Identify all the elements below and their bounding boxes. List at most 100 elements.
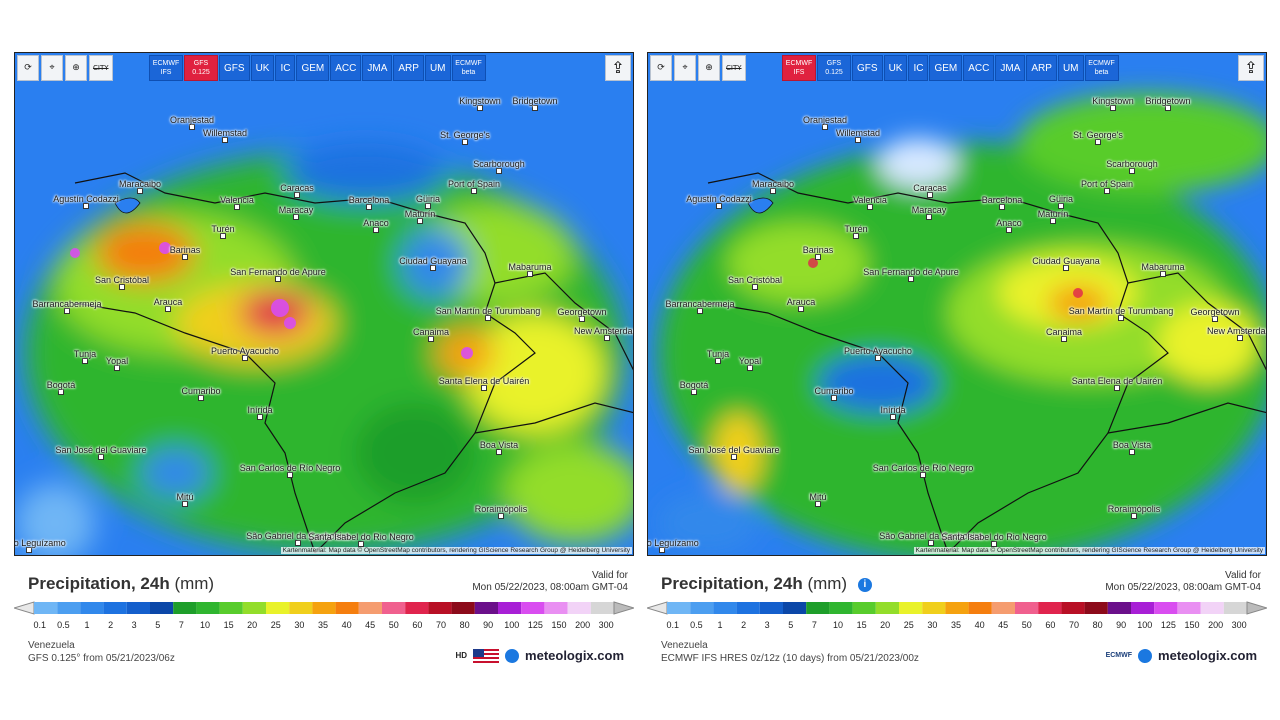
city-label: Santa Elena de Uairén (1071, 376, 1163, 386)
city-dot (1050, 218, 1056, 224)
model-button-acc[interactable]: ACC (963, 55, 995, 81)
model-button-gem[interactable]: GEM (929, 55, 963, 81)
city-dot (119, 284, 125, 290)
scale-swatch (690, 602, 714, 614)
refresh-icon[interactable]: ⟳ (17, 55, 39, 81)
scale-tick-label: 80 (459, 620, 470, 630)
city-label: São Gabriel da Cachoeira (879, 531, 983, 541)
brand-name[interactable]: meteologix.com (1158, 648, 1257, 663)
scale-tick-label: 100 (1137, 620, 1153, 630)
city-dot (1104, 188, 1110, 194)
right-precipitation-map[interactable]: ⟳ ⌖ ⊕ CITY ECMWF IFS GFS 0.125 GFS UK IC GEM A… (647, 52, 1267, 556)
title-text: Precipitation, 24h (661, 574, 803, 593)
refresh-icon[interactable]: ⟳ (650, 55, 672, 81)
city-dot (293, 214, 299, 220)
city-dot (137, 188, 143, 194)
city-dot (822, 124, 828, 130)
scale-swatch (991, 602, 1015, 614)
map-pin-icon[interactable]: ⌖ (674, 55, 696, 81)
scale-swatch (1154, 602, 1178, 614)
city-label: Boa Vista (479, 440, 519, 450)
scale-tick-label: 70 (1068, 620, 1080, 630)
model-button-uk[interactable]: UK (250, 55, 275, 81)
model-button-gfs-0-125[interactable]: GFS 0.125 (817, 55, 851, 81)
city-label: Bogotá (46, 380, 76, 390)
model-button-gem[interactable]: GEM (296, 55, 330, 81)
scale-swatch (590, 602, 614, 614)
city-label: Barinas (802, 245, 834, 255)
scale-tick-label: 35 (317, 620, 329, 630)
city-label: Santa Isabel do Rio Negro (308, 532, 414, 542)
title-row: Precipitation, 24h (mm) Valid for Mon 05… (28, 570, 628, 600)
valid-date: Mon 05/22/2023, 08:00am GMT-04 (472, 582, 628, 593)
scale-swatch (173, 602, 197, 614)
model-button-jma[interactable]: JMA (362, 55, 393, 81)
city-toggle-button[interactable]: CITY (722, 55, 746, 81)
scale-swatch (34, 602, 58, 614)
valid-label: Valid for (1225, 570, 1261, 581)
model-button-arp[interactable]: ARP (1026, 55, 1057, 81)
model-button-gfs-0-125[interactable]: GFS 0.125 (184, 55, 218, 81)
scale-tick-label: 30 (927, 620, 938, 630)
city-label: Turén (844, 224, 868, 234)
info-icon[interactable]: i (857, 578, 872, 592)
city-label: New Amsterdam (1206, 326, 1267, 336)
scale-labels: 0.1 0.5 1 2 3 5 7 10 15 20 25 30 35 40 45 50 60 70 80 90 100… (28, 620, 618, 632)
share-icon[interactable]: ⇪ (1238, 55, 1264, 81)
model-button-arp[interactable]: ARP (393, 55, 424, 81)
city-label: Cumaribo (814, 386, 854, 396)
model-button-gfs[interactable]: GFS (219, 55, 250, 81)
city-label: Valencia (853, 195, 887, 205)
city-label: San Carlos de Río Negro (239, 463, 341, 473)
city-dot (1114, 385, 1120, 391)
city-dot (908, 276, 914, 282)
left-precipitation-map[interactable]: ⟳ ⌖ ⊕ CITY ECMWF IFS GFS 0.125 GFS UK IC GEM A… (14, 52, 634, 556)
city-label: Willemstad (835, 128, 881, 138)
right-panel: ⟳ ⌖ ⊕ CITY ECMWF IFS GFS 0.125 GFS UK IC GEM A… (647, 52, 1267, 672)
model-button-um[interactable]: UM (1057, 55, 1084, 81)
scale-tick-label: 7 (811, 620, 817, 630)
city-label: Tunja (73, 349, 97, 359)
scale-tick-label: 45 (365, 620, 376, 630)
city-dot (1165, 105, 1171, 111)
city-dot (890, 414, 896, 420)
city-label: Roraimópolis (474, 504, 528, 514)
model-button-ecmwf-ifs[interactable]: ECMWF IFS (782, 55, 816, 81)
city-dot (853, 233, 859, 239)
model-button-ecmwf-ifs[interactable]: ECMWF IFS (149, 55, 183, 81)
city-dot (927, 192, 933, 198)
scale-tick-label: 1 (84, 620, 90, 630)
model-button-acc[interactable]: ACC (330, 55, 362, 81)
brand-name[interactable]: meteologix.com (525, 648, 624, 663)
model-button-jma[interactable]: JMA (995, 55, 1026, 81)
hd-label: HD (455, 651, 468, 660)
city-dot (275, 276, 281, 282)
scale-swatch (783, 602, 807, 614)
zoom-icon[interactable]: ⊕ (698, 55, 720, 81)
model-button-gfs[interactable]: GFS (852, 55, 883, 81)
scale-tick-label: 3 (131, 620, 137, 630)
map-pin-icon[interactable]: ⌖ (41, 55, 63, 81)
model-button-ic[interactable]: IC (908, 55, 929, 81)
city-dot (182, 501, 188, 507)
model-button-ic[interactable]: IC (275, 55, 296, 81)
city-label: Caracas (913, 183, 947, 193)
scale-tick-label: 15 (856, 620, 867, 630)
share-icon[interactable]: ⇪ (605, 55, 631, 81)
city-dot (366, 204, 372, 210)
scale-swatch (899, 602, 923, 614)
model-button-ecmwf-beta[interactable]: ECMWF beta (1084, 55, 1119, 81)
scale-swatch (242, 602, 266, 614)
city-label: Port of Spain (1080, 179, 1134, 189)
model-button-um[interactable]: UM (424, 55, 451, 81)
zoom-icon[interactable]: ⊕ (65, 55, 87, 81)
valid-date: Mon 05/22/2023, 08:00am GMT-04 (1105, 582, 1261, 593)
model-button-ecmwf-beta[interactable]: ECMWF beta (451, 55, 486, 81)
scale-tick-label: 2 (741, 620, 747, 630)
city-toggle-button[interactable]: CITY (89, 55, 113, 81)
scale-swatch (428, 602, 452, 614)
right-map-field (648, 53, 1266, 555)
city-dot (242, 355, 248, 361)
scale-swatch (219, 602, 243, 614)
model-button-uk[interactable]: UK (883, 55, 908, 81)
